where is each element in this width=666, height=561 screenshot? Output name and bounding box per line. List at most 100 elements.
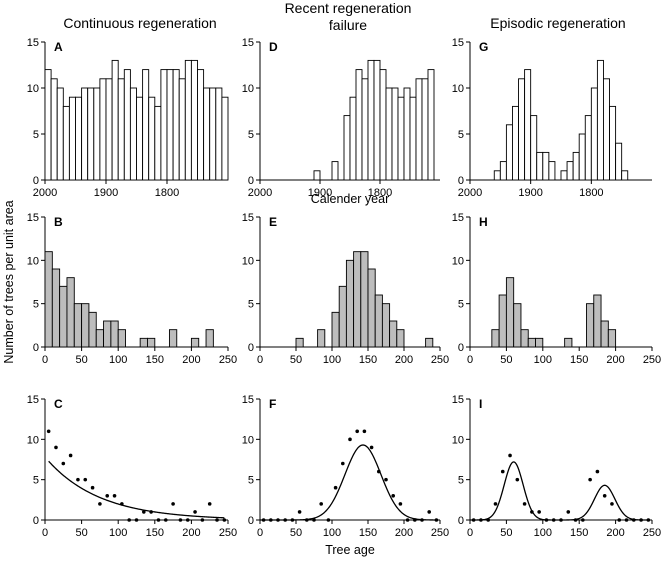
y-tick-label: 0 bbox=[458, 342, 464, 354]
bar bbox=[172, 69, 180, 181]
data-point bbox=[83, 477, 88, 482]
data-point bbox=[544, 518, 549, 522]
y-tick-label: 15 bbox=[242, 212, 254, 224]
y-tick-label: 5 bbox=[248, 475, 254, 487]
bar bbox=[160, 69, 168, 181]
bar bbox=[542, 151, 550, 181]
x-tick-label: 50 bbox=[75, 354, 87, 366]
fitted-curve bbox=[260, 444, 437, 521]
bar bbox=[295, 337, 304, 348]
data-point bbox=[602, 494, 607, 498]
data-point bbox=[427, 510, 432, 514]
data-point bbox=[185, 518, 190, 522]
y-tick-label: 10 bbox=[452, 434, 464, 446]
data-point bbox=[617, 518, 622, 522]
x-tick-label: 250 bbox=[431, 527, 449, 539]
data-point bbox=[120, 502, 124, 506]
data-point bbox=[355, 429, 360, 434]
data-point bbox=[369, 445, 374, 450]
bar bbox=[68, 96, 76, 181]
data-point bbox=[551, 518, 556, 522]
x-tick-label: 150 bbox=[359, 527, 377, 539]
fitted-curve bbox=[48, 460, 225, 519]
bar bbox=[87, 87, 95, 181]
data-point bbox=[362, 429, 367, 434]
y-tick-label: 10 bbox=[242, 255, 254, 267]
data-point bbox=[588, 477, 592, 482]
x-tick-label: 200 bbox=[395, 527, 413, 539]
data-point bbox=[163, 518, 168, 522]
data-point bbox=[215, 518, 219, 522]
bar bbox=[518, 78, 526, 181]
bar bbox=[81, 303, 90, 348]
bar bbox=[379, 69, 387, 181]
data-point bbox=[522, 502, 527, 506]
bar bbox=[331, 161, 339, 181]
x-tick-label: 100 bbox=[534, 354, 552, 366]
y-tick-label: 15 bbox=[452, 212, 464, 224]
data-point bbox=[610, 502, 614, 506]
bar bbox=[600, 320, 609, 348]
y-tick-label: 10 bbox=[27, 434, 39, 446]
x-tick-label: 200 bbox=[606, 354, 624, 366]
bar bbox=[62, 105, 70, 181]
data-point bbox=[178, 518, 183, 522]
bar bbox=[397, 96, 405, 181]
bar bbox=[136, 96, 144, 181]
data-point bbox=[46, 429, 51, 434]
x-tick-label: 150 bbox=[359, 354, 377, 366]
bar bbox=[111, 59, 119, 181]
data-point bbox=[624, 518, 629, 522]
bar bbox=[505, 124, 513, 181]
data-point bbox=[76, 477, 80, 482]
data-point bbox=[348, 437, 352, 442]
bar bbox=[215, 87, 223, 181]
bar bbox=[205, 329, 214, 348]
y-tick-label: 5 bbox=[458, 129, 464, 141]
bar bbox=[493, 170, 501, 181]
data-point bbox=[581, 518, 585, 522]
bar bbox=[209, 87, 217, 181]
x-tick-label: 2000 bbox=[33, 187, 57, 199]
y-tick-label: 5 bbox=[33, 475, 39, 487]
data-point bbox=[207, 502, 212, 506]
x-tick-label: 1900 bbox=[308, 187, 332, 199]
bar bbox=[154, 105, 162, 181]
y-tick-label: 15 bbox=[452, 394, 464, 406]
bar bbox=[103, 320, 112, 348]
data-point bbox=[112, 494, 117, 498]
x-tick-label: 0 bbox=[257, 527, 263, 539]
x-tick-label: 150 bbox=[570, 527, 588, 539]
bar bbox=[607, 329, 617, 348]
data-point bbox=[434, 518, 439, 522]
data-point bbox=[384, 477, 388, 482]
bar bbox=[349, 96, 357, 181]
x-tick-label: 200 bbox=[606, 527, 624, 539]
y-tick-label: 5 bbox=[33, 299, 39, 311]
bar bbox=[95, 329, 105, 348]
x-tick-label: 2000 bbox=[458, 187, 482, 199]
bar bbox=[403, 87, 411, 181]
data-point bbox=[276, 518, 280, 522]
bar bbox=[603, 78, 610, 181]
bar bbox=[361, 78, 369, 181]
bar bbox=[530, 115, 538, 181]
x-tick-label: 150 bbox=[146, 354, 164, 366]
panel-A: 0 5 10 15 2000 1900 1800 A bbox=[27, 37, 229, 199]
panel-label-B: B bbox=[54, 215, 63, 229]
bar bbox=[621, 170, 629, 181]
x-tick-label: 250 bbox=[431, 354, 449, 366]
data-point bbox=[405, 518, 410, 522]
panel-label-F: F bbox=[269, 397, 276, 411]
data-point bbox=[90, 485, 95, 490]
data-point bbox=[486, 518, 491, 522]
data-point bbox=[595, 469, 600, 474]
data-point bbox=[508, 453, 512, 458]
column-title-continuous: Continuous regeneration bbox=[63, 15, 216, 31]
bar bbox=[566, 161, 574, 181]
